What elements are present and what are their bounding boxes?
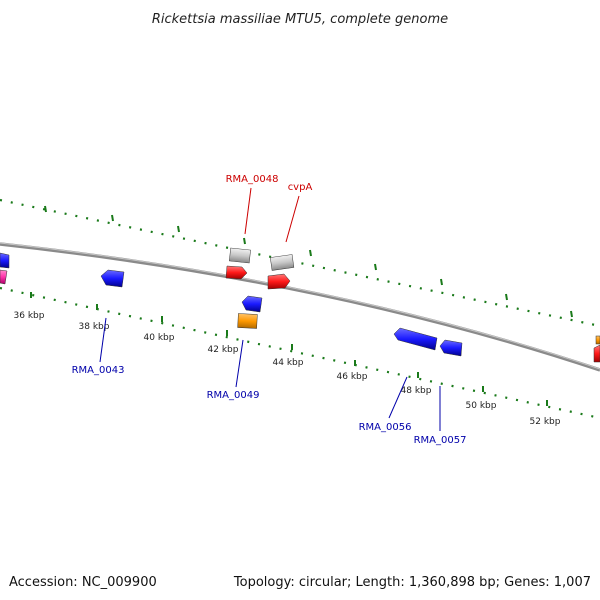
tick-label-36kbp: 36 kbp [14, 311, 45, 321]
tick-label-50kbp: 50 kbp [466, 401, 497, 411]
ruler-tick-labels: 36 kbp 38 kbp 40 kbp 42 kbp 44 kbp 46 kb… [14, 311, 561, 427]
leader-rma-0043 [99, 317, 107, 363]
leader-rma-0048 [244, 187, 252, 235]
leader-cvpa [285, 195, 300, 243]
outer-ruler-major-ticks [44, 205, 573, 318]
leader-rma-0049 [235, 339, 244, 388]
gene-red-cvpa[interactable] [267, 273, 291, 290]
gene-label-cvpa[interactable]: cvpA [288, 182, 313, 193]
gene-blue-rma-0049[interactable] [241, 295, 263, 313]
gene-label-rma-0049[interactable]: RMA_0049 [207, 390, 260, 401]
gene-red-right-edge[interactable] [593, 344, 600, 363]
tick-label-48kbp: 48 kbp [401, 386, 432, 396]
gene-blue-rma-0056[interactable] [393, 327, 438, 351]
outer-ruler [0, 198, 600, 328]
genome-backbone-highlight [0, 242, 600, 370]
tick-label-42kbp: 42 kbp [208, 345, 239, 355]
tick-label-44kbp: 44 kbp [273, 358, 304, 368]
gene-red-rma-0048[interactable] [225, 265, 248, 280]
outer-ruler-dots [0, 198, 600, 328]
gene-gray-cvpa[interactable] [269, 254, 295, 271]
gene-labels: RMA_0048 cvpA RMA_0043 RMA_0049 RMA_0056… [72, 174, 467, 446]
gene-label-rma-0048[interactable]: RMA_0048 [226, 174, 279, 185]
inner-ruler [0, 286, 600, 420]
gene-blue-rma-0057[interactable] [439, 339, 463, 357]
tick-label-38kbp: 38 kbp [79, 322, 110, 332]
tick-label-40kbp: 40 kbp [144, 333, 175, 343]
gene-label-rma-0056[interactable]: RMA_0056 [359, 422, 412, 433]
gene-label-rma-0057[interactable]: RMA_0057 [414, 435, 467, 446]
accession-text: Accession: NC_009900 [9, 575, 157, 590]
inner-ruler-dots [0, 286, 600, 420]
map-title: Rickettsia massiliae MTU5, complete geno… [152, 12, 448, 27]
leader-rma-0056 [388, 376, 408, 419]
genome-summary-text: Topology: circular; Length: 1,360,898 bp… [233, 575, 591, 590]
reverse-genes [0, 252, 463, 357]
gene-orange-right-edge[interactable] [595, 335, 600, 345]
tick-label-52kbp: 52 kbp [530, 417, 561, 427]
inner-ruler-major-ticks [30, 292, 548, 406]
gene-orange-rma-0049[interactable] [237, 313, 258, 329]
label-leader-lines [99, 187, 441, 431]
gene-label-rma-0043[interactable]: RMA_0043 [72, 365, 125, 376]
genome-backbone [0, 242, 600, 372]
gene-gray-rma-0048[interactable] [229, 247, 251, 264]
forward-genes [225, 247, 600, 363]
tick-label-46kbp: 46 kbp [337, 372, 368, 382]
gene-blue-rma-0043[interactable] [100, 269, 125, 288]
gene-blue-left-edge[interactable] [0, 252, 10, 269]
gene-magenta-left-edge[interactable] [0, 269, 8, 285]
